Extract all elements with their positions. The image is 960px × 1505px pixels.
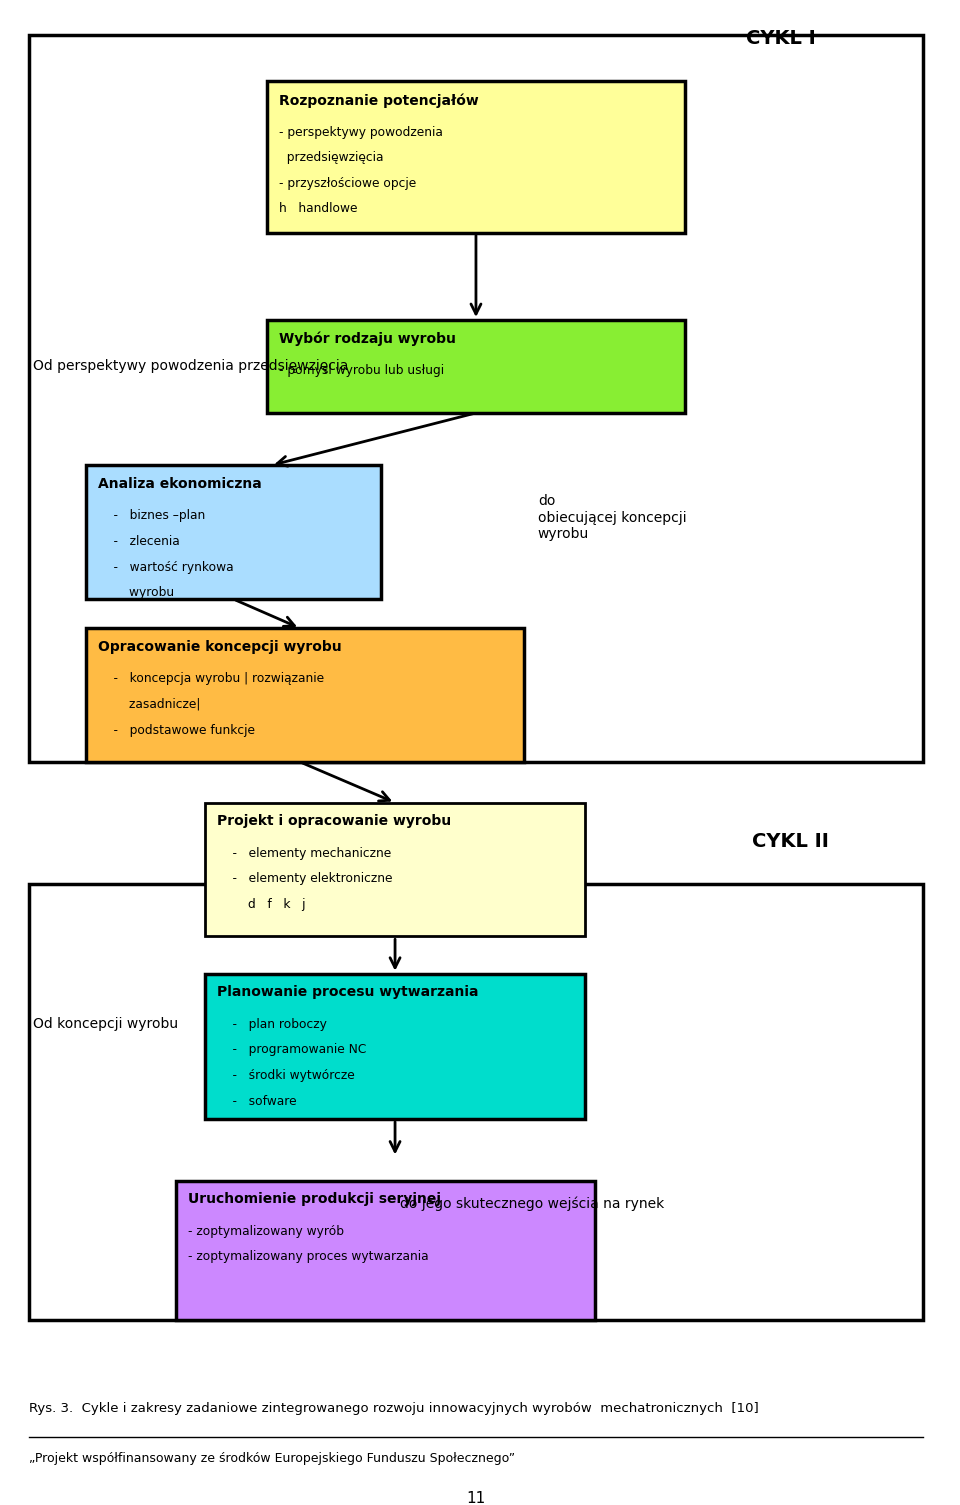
Text: przedsięwzięcia: przedsięwzięcia — [279, 150, 383, 164]
Text: d   f   k   j: d f k j — [217, 898, 305, 911]
Text: wyrobu: wyrobu — [98, 587, 174, 599]
Text: Uruchomienie produkcji seryjnej: Uruchomienie produkcji seryjnej — [188, 1192, 442, 1207]
Text: - zoptymalizowany wyrób: - zoptymalizowany wyrób — [188, 1225, 345, 1237]
Text: -   elementy mechaniczne: - elementy mechaniczne — [217, 847, 392, 859]
Text: „Projekt współfinansowany ze środków Europejskiego Funduszu Społecznego”: „Projekt współfinansowany ze środków Eur… — [29, 1452, 515, 1464]
FancyBboxPatch shape — [204, 974, 586, 1120]
Text: - pomysl wyrobu lub usługi: - pomysl wyrobu lub usługi — [279, 364, 444, 378]
FancyBboxPatch shape — [176, 1180, 595, 1320]
Text: -   elementy elektroniczne: - elementy elektroniczne — [217, 873, 393, 885]
Text: do
obiecującej koncepcji
wyrobu: do obiecującej koncepcji wyrobu — [538, 495, 686, 540]
Text: 11: 11 — [467, 1491, 486, 1505]
Text: zasadnicze|: zasadnicze| — [98, 698, 201, 710]
FancyBboxPatch shape — [204, 802, 586, 936]
Text: -   koncepcja wyrobu | rozwiązanie: - koncepcja wyrobu | rozwiązanie — [98, 673, 324, 685]
Text: CYKL II: CYKL II — [752, 832, 828, 850]
Text: -   wartość rynkowa: - wartość rynkowa — [98, 561, 233, 573]
Text: -   podstawowe funkcje: - podstawowe funkcje — [98, 724, 255, 736]
Text: -   plan roboczy: - plan roboczy — [217, 1017, 327, 1031]
Text: Od koncepcji wyrobu: Od koncepcji wyrobu — [34, 1016, 179, 1031]
Text: Od perspektywy powodzenia przedsięwzięcia: Od perspektywy powodzenia przedsięwzięci… — [34, 360, 348, 373]
Text: -   środki wytwórcze: - środki wytwórcze — [217, 1069, 355, 1082]
FancyBboxPatch shape — [85, 465, 381, 599]
Text: -   sofware: - sofware — [217, 1094, 297, 1108]
Text: do jego skutecznego wejścia na rynek: do jego skutecznego wejścia na rynek — [399, 1196, 664, 1212]
Text: Rys. 3.  Cykle i zakresy zadaniowe zintegrowanego rozwoju innowacyjnych wyrobów : Rys. 3. Cykle i zakresy zadaniowe zinteg… — [29, 1401, 758, 1415]
Text: Rozpoznanie potencjałów: Rozpoznanie potencjałów — [279, 93, 479, 107]
Text: -   biznes –plan: - biznes –plan — [98, 510, 205, 522]
Text: -   zlecenia: - zlecenia — [98, 536, 180, 548]
Text: Opracowanie koncepcji wyrobu: Opracowanie koncepcji wyrobu — [98, 640, 342, 653]
Text: Wybór rodzaju wyrobu: Wybór rodzaju wyrobu — [279, 331, 456, 346]
Text: -   programowanie NC: - programowanie NC — [217, 1043, 367, 1057]
Text: - przyszłościowe opcje: - przyszłościowe opcje — [279, 176, 417, 190]
Text: Projekt i opracowanie wyrobu: Projekt i opracowanie wyrobu — [217, 814, 451, 828]
FancyBboxPatch shape — [267, 81, 685, 233]
Text: Analiza ekonomiczna: Analiza ekonomiczna — [98, 477, 262, 491]
Text: h   handlowe: h handlowe — [279, 202, 357, 215]
FancyBboxPatch shape — [85, 628, 523, 762]
Text: - perspektywy powodzenia: - perspektywy powodzenia — [279, 125, 443, 138]
Text: CYKL I: CYKL I — [746, 29, 815, 48]
Text: Planowanie procesu wytwarzania: Planowanie procesu wytwarzania — [217, 986, 478, 999]
FancyBboxPatch shape — [267, 321, 685, 412]
Text: - zoptymalizowany proces wytwarzania: - zoptymalizowany proces wytwarzania — [188, 1251, 429, 1263]
